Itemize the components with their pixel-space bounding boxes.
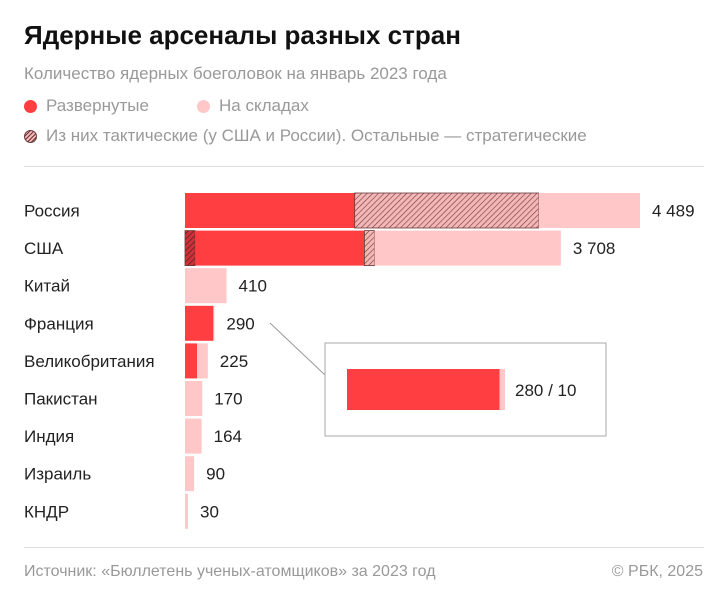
- bar-segment-stored: [185, 456, 195, 492]
- category-label: Израиль: [24, 465, 91, 484]
- bar-segment-stored: [185, 493, 189, 529]
- copyright: © РБК, 2025: [611, 563, 703, 580]
- total-label: 164: [214, 427, 242, 446]
- legend-tactical-swatch: [24, 129, 37, 143]
- total-label: 30: [200, 502, 219, 521]
- legend-tactical-label: Из них тактические (у США и России). Ост…: [46, 126, 587, 145]
- inset-bar-stored: [499, 369, 505, 410]
- total-label: 290: [226, 314, 254, 333]
- total-label: 3 708: [573, 239, 616, 258]
- legend-deployed: Развернутые: [24, 96, 149, 116]
- category-label: США: [24, 239, 64, 258]
- category-label: Франция: [24, 314, 94, 333]
- legend-stored: На складах: [197, 96, 309, 116]
- bar-segment-stored-tactical: [364, 230, 375, 267]
- category-label: Великобритания: [24, 352, 155, 371]
- chart-title: Ядерные арсеналы разных стран: [24, 20, 461, 50]
- bar-segment-deployed: [195, 230, 365, 266]
- bar-segment-stored: [374, 230, 561, 266]
- total-label: 4 489: [652, 202, 695, 221]
- legend-stored-swatch: [197, 99, 210, 113]
- bar-segment-stored: [185, 381, 203, 416]
- bar-segment-deployed: [185, 305, 214, 341]
- source-note: Источник: «Бюллетень ученых-атомщиков» з…: [24, 563, 436, 580]
- bar-segment-stored: [538, 193, 640, 228]
- legend-stored-label: На складах: [219, 96, 309, 115]
- bottom-divider: [24, 547, 704, 548]
- bar-segment-deployed: [185, 343, 198, 379]
- bar-segment-stored: [197, 343, 208, 379]
- legend-deployed-swatch: [24, 99, 37, 113]
- category-label: Индия: [24, 427, 74, 446]
- inset-label: 280 / 10: [515, 381, 576, 400]
- category-label: Пакистан: [24, 390, 98, 409]
- total-label: 170: [214, 390, 242, 409]
- chart-subtitle: Количество ядерных боеголовок на январь …: [24, 64, 447, 83]
- category-label: Китай: [24, 277, 70, 296]
- bar-segment-deployed: [185, 193, 355, 228]
- top-divider: [24, 166, 704, 167]
- bar-segment-deployed-tactical: [184, 230, 196, 267]
- bar-segment-deployed-tactical: [354, 192, 540, 229]
- category-label: Россия: [24, 202, 80, 221]
- bar-segment-stored: [185, 268, 227, 304]
- total-label: 90: [206, 465, 225, 484]
- legend-tactical: Из них тактические (у США и России). Ост…: [24, 126, 587, 146]
- total-label: 225: [220, 352, 248, 371]
- legend-deployed-label: Развернутые: [46, 96, 149, 115]
- total-label: 410: [239, 277, 267, 296]
- bar-segment-stored: [213, 305, 215, 341]
- inset-bar-deployed: [347, 369, 500, 410]
- category-label: КНДР: [24, 502, 69, 521]
- inset-leader-line: [269, 322, 326, 376]
- bar-segment-stored: [185, 418, 202, 454]
